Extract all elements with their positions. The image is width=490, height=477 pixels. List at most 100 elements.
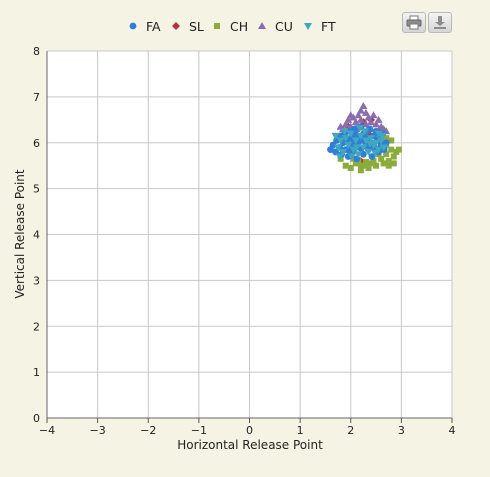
- data-point-ch: [390, 153, 397, 160]
- data-point-ch: [350, 155, 357, 162]
- data-point-ch: [365, 164, 372, 171]
- data-point-ft: [331, 132, 340, 140]
- legend-label-ch: CH: [230, 19, 248, 34]
- x-tick-label: 3: [398, 424, 405, 437]
- y-axis-title: Vertical Release Point: [13, 169, 27, 299]
- data-point-ch: [357, 162, 364, 169]
- data-point-cu: [354, 111, 363, 119]
- x-tick-label: −4: [39, 424, 55, 437]
- x-tick-label: 0: [246, 424, 253, 437]
- data-point-ch: [373, 162, 380, 169]
- data-point-ft: [374, 130, 383, 138]
- data-point-cu: [341, 120, 350, 128]
- data-point-ft: [340, 128, 349, 136]
- data-point-ch: [357, 167, 364, 174]
- y-tick-label: 1: [33, 366, 40, 379]
- y-tick-label: 5: [33, 183, 40, 196]
- y-tick-label: 8: [33, 45, 40, 58]
- data-point-cu: [356, 106, 365, 114]
- data-point-ft: [361, 137, 370, 145]
- legend-marker-cu: [258, 22, 266, 29]
- data-point-ft: [336, 137, 345, 145]
- data-point-cu: [367, 118, 375, 126]
- data-point-ft: [364, 148, 373, 156]
- data-point-ch: [347, 164, 354, 171]
- y-tick-label: 4: [33, 229, 40, 242]
- y-tick-label: 0: [33, 412, 40, 425]
- data-point-cu: [346, 111, 355, 119]
- legend-marker-fa: [129, 22, 137, 30]
- x-tick-label: −3: [90, 424, 106, 437]
- data-point-ch: [395, 146, 402, 153]
- x-tick-label: −2: [140, 424, 156, 437]
- data-point-cu: [356, 115, 365, 123]
- data-point-fa: [352, 131, 360, 138]
- data-point-cu: [359, 102, 368, 110]
- data-point-ch: [368, 160, 374, 167]
- data-point-ch: [383, 135, 390, 142]
- data-point-ch: [337, 155, 344, 162]
- data-point-cu: [372, 120, 381, 128]
- print-button[interactable]: [402, 12, 426, 33]
- data-point-ft: [334, 144, 343, 152]
- legend-marker-ft: [304, 23, 312, 30]
- x-tick-label: 1: [297, 424, 304, 437]
- data-point-ch: [385, 158, 392, 165]
- data-point-ch: [385, 162, 392, 169]
- data-point-cu: [344, 115, 353, 123]
- data-point-ch: [380, 160, 387, 167]
- data-points: [327, 102, 402, 174]
- x-tick-label: 4: [449, 424, 456, 437]
- print-icon: [406, 15, 422, 30]
- data-point-ch: [390, 160, 397, 167]
- x-axis-title: Horizontal Release Point: [177, 438, 323, 452]
- legend: FA SL CH CU FT: [129, 19, 336, 34]
- data-point-ft: [371, 149, 380, 157]
- data-point-ft: [347, 153, 356, 161]
- export-button[interactable]: [428, 12, 452, 33]
- data-point-ch: [388, 146, 395, 153]
- data-point-ft: [344, 142, 353, 150]
- data-point-ft: [360, 128, 369, 136]
- data-point-ft: [356, 132, 365, 140]
- legend-marker-sl: [172, 22, 180, 30]
- data-point-cu: [336, 122, 345, 130]
- data-point-cu: [364, 113, 373, 121]
- legend-label-fa: FA: [146, 19, 161, 34]
- y-tick-label: 2: [33, 320, 40, 333]
- legend-marker-ch: [214, 23, 220, 29]
- data-point-ch: [362, 159, 369, 166]
- data-point-ft: [379, 144, 388, 152]
- data-point-ft: [372, 139, 381, 147]
- data-point-ft: [359, 144, 368, 152]
- data-point-fa: [329, 141, 337, 149]
- data-point-fa: [360, 150, 367, 158]
- download-icon: [434, 16, 446, 29]
- data-point-ft: [354, 151, 363, 159]
- data-point-ft: [341, 135, 350, 143]
- y-tick-label: 6: [33, 137, 40, 150]
- y-tick-label: 7: [33, 91, 40, 104]
- data-point-ch: [342, 162, 349, 169]
- data-point-cu: [374, 115, 383, 123]
- legend-label-cu: CU: [275, 19, 293, 34]
- data-point-ft: [367, 135, 375, 143]
- data-point-ft: [339, 148, 348, 156]
- data-point-ch: [388, 137, 395, 144]
- data-point-ft: [355, 125, 364, 133]
- data-point-ft: [377, 137, 386, 145]
- legend-label-sl: SL: [189, 19, 204, 34]
- axes: −4 −3 −2 −1 0 1 2 3 4 0 1 2 3 4 5 6 7 8: [33, 45, 456, 437]
- data-point-ft: [351, 137, 360, 145]
- data-point-ft: [352, 144, 361, 152]
- data-point-cu: [369, 111, 378, 119]
- data-point-ft: [365, 140, 374, 148]
- data-point-fa: [368, 153, 376, 160]
- x-tick-label: −1: [191, 424, 207, 437]
- x-tick-label: 2: [347, 424, 354, 437]
- data-point-cu: [351, 118, 360, 126]
- data-point-ft: [335, 153, 344, 161]
- data-point-ch: [383, 151, 390, 158]
